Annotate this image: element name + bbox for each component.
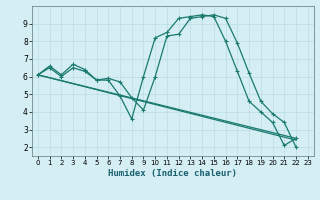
X-axis label: Humidex (Indice chaleur): Humidex (Indice chaleur) (108, 169, 237, 178)
